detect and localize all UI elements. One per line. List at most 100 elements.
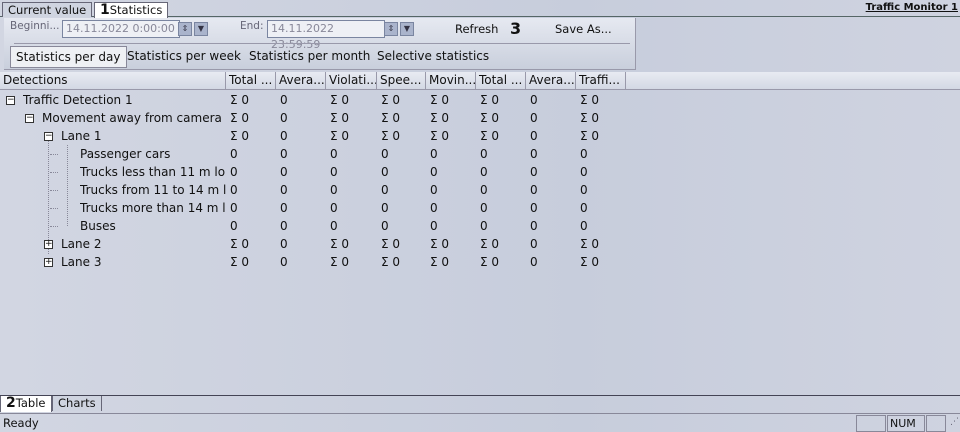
column-header[interactable]: Detections bbox=[0, 72, 226, 90]
cell-value: Σ 0 bbox=[480, 93, 500, 107]
end-label: End: bbox=[240, 20, 264, 32]
tab-current-value[interactable]: Current value bbox=[2, 2, 93, 17]
table-row[interactable]: − Traffic Detection 1 Σ 0 0 Σ 0 Σ 0 Σ 0 Σ 0 0 Σ 0 bbox=[0, 91, 630, 109]
row-name: Passenger cars bbox=[80, 147, 171, 161]
cell-value: Σ 0 bbox=[230, 111, 250, 125]
end-dropdown-icon[interactable]: ▼ bbox=[400, 22, 414, 36]
statistics-per-month-button[interactable]: Statistics per month bbox=[249, 49, 371, 63]
begin-spin-icon[interactable]: ⇕ bbox=[178, 22, 192, 36]
expand-icon[interactable]: + bbox=[44, 257, 53, 267]
cell-value: 0 bbox=[480, 219, 488, 233]
cell-value: Σ 0 bbox=[330, 237, 350, 251]
table-row[interactable]: + Lane 2 Σ 0 0 Σ 0 Σ 0 Σ 0 Σ 0 0 Σ 0 bbox=[0, 235, 630, 253]
cell-value: Σ 0 bbox=[480, 237, 500, 251]
table-row[interactable]: Trucks less than 11 m long 0 0 0 0 0 0 0 0 bbox=[0, 163, 630, 181]
cell-value: Σ 0 bbox=[330, 111, 350, 125]
cell-value: 0 bbox=[381, 165, 389, 179]
cell-value: Σ 0 bbox=[430, 111, 450, 125]
begin-label: Beginni... bbox=[10, 20, 60, 32]
cell-value: Σ 0 bbox=[381, 129, 401, 143]
cell-value: 0 bbox=[280, 201, 288, 215]
cell-value: Σ 0 bbox=[381, 237, 401, 251]
row-name: Lane 1 bbox=[61, 129, 102, 143]
tab-statistics[interactable]: 1Statistics bbox=[94, 2, 169, 18]
cell-value: 0 bbox=[330, 219, 338, 233]
column-header[interactable]: Spee... bbox=[377, 72, 426, 90]
table-row[interactable]: Passenger cars 0 0 0 0 0 0 0 0 bbox=[0, 145, 630, 163]
cell-value: 0 bbox=[480, 201, 488, 215]
begin-dropdown-icon[interactable]: ▼ bbox=[194, 22, 208, 36]
cell-value: 0 bbox=[381, 201, 389, 215]
bottom-tab-bar: 2Table Charts bbox=[0, 395, 960, 413]
cell-value: 0 bbox=[480, 165, 488, 179]
cell-value: Σ 0 bbox=[580, 255, 600, 269]
column-header[interactable]: Total ... bbox=[476, 72, 526, 90]
cell-value: 0 bbox=[430, 201, 438, 215]
cell-value: 0 bbox=[280, 255, 288, 269]
selective-statistics-button[interactable]: Selective statistics bbox=[377, 49, 490, 63]
table-row[interactable]: Trucks more than 14 m long 0 0 0 0 0 0 0 0 bbox=[0, 199, 630, 217]
tree-line bbox=[67, 145, 68, 226]
statistics-per-week-button[interactable]: Statistics per week bbox=[127, 49, 241, 63]
table-row[interactable]: + Lane 3 Σ 0 0 Σ 0 Σ 0 Σ 0 Σ 0 0 Σ 0 bbox=[0, 253, 630, 271]
cell-value: 0 bbox=[280, 237, 288, 251]
tree-line bbox=[48, 136, 49, 254]
cell-value: Σ 0 bbox=[381, 93, 401, 107]
cell-value: 0 bbox=[580, 165, 588, 179]
window-title: Traffic Monitor 1 bbox=[865, 2, 958, 13]
cell-value: 0 bbox=[280, 93, 288, 107]
tab-charts[interactable]: Charts bbox=[52, 396, 102, 411]
cell-value: 0 bbox=[480, 147, 488, 161]
cell-value: 0 bbox=[230, 219, 238, 233]
tab-label: Current value bbox=[8, 3, 87, 17]
row-name: Trucks less than 11 m long bbox=[80, 165, 226, 179]
cell-value: Σ 0 bbox=[230, 93, 250, 107]
row-name: Buses bbox=[80, 219, 116, 233]
cell-value: 0 bbox=[530, 219, 538, 233]
marker: 2 bbox=[6, 395, 16, 411]
cell-value: Σ 0 bbox=[230, 237, 250, 251]
cell-value: 0 bbox=[430, 183, 438, 197]
column-header[interactable]: Movin... bbox=[426, 72, 476, 90]
cell-value: Σ 0 bbox=[381, 255, 401, 269]
cell-value: 0 bbox=[330, 201, 338, 215]
cell-value: 0 bbox=[530, 255, 538, 269]
top-tab-bar: Current value 1Statistics bbox=[0, 0, 960, 18]
table-row[interactable]: − Lane 1 Σ 0 0 Σ 0 Σ 0 Σ 0 Σ 0 0 Σ 0 bbox=[0, 127, 630, 145]
cell-value: 0 bbox=[530, 183, 538, 197]
table-row[interactable]: − Movement away from camera Σ 0 0 Σ 0 Σ 0 Σ 0 Σ… bbox=[0, 109, 630, 127]
column-header[interactable]: Total ... bbox=[226, 72, 276, 90]
cell-value: 0 bbox=[530, 201, 538, 215]
statistics-per-day-button[interactable]: Statistics per day bbox=[10, 46, 127, 68]
cell-value: Σ 0 bbox=[230, 129, 250, 143]
cell-value: 0 bbox=[580, 183, 588, 197]
column-header[interactable]: Avera... bbox=[526, 72, 576, 90]
refresh-button[interactable]: Refresh bbox=[455, 22, 499, 36]
cell-value: 0 bbox=[280, 183, 288, 197]
divider bbox=[14, 43, 630, 44]
expand-icon[interactable]: + bbox=[44, 239, 53, 249]
cell-value: Σ 0 bbox=[580, 237, 600, 251]
column-header[interactable]: Avera... bbox=[276, 72, 326, 90]
cell-value: Σ 0 bbox=[580, 93, 600, 107]
collapse-icon[interactable]: − bbox=[44, 131, 53, 141]
cell-value: 0 bbox=[330, 165, 338, 179]
table-row[interactable]: Trucks from 11 to 14 m long 0 0 0 0 0 0 0 0 bbox=[0, 181, 630, 199]
status-pane bbox=[856, 415, 886, 432]
tree-line bbox=[50, 190, 58, 191]
table-row[interactable]: Buses 0 0 0 0 0 0 0 0 bbox=[0, 217, 630, 235]
marker: 1 bbox=[100, 2, 110, 18]
cell-value: 0 bbox=[230, 165, 238, 179]
end-spin-icon[interactable]: ⇕ bbox=[384, 22, 398, 36]
column-header[interactable]: Traffi... bbox=[576, 72, 626, 90]
collapse-icon[interactable]: − bbox=[25, 113, 34, 123]
resize-grip-icon[interactable]: ⋰ bbox=[950, 417, 959, 427]
cell-value: 0 bbox=[230, 183, 238, 197]
begin-datetime-field[interactable]: 14.11.2022 0:00:00 bbox=[62, 20, 180, 38]
column-header[interactable]: Violati... bbox=[326, 72, 377, 90]
save-as-button[interactable]: Save As... bbox=[555, 22, 612, 36]
end-datetime-field[interactable]: 14.11.2022 23:59:59 bbox=[267, 20, 385, 51]
tab-table[interactable]: 2Table bbox=[0, 396, 52, 412]
collapse-icon[interactable]: − bbox=[6, 95, 15, 105]
cell-value: 0 bbox=[430, 165, 438, 179]
